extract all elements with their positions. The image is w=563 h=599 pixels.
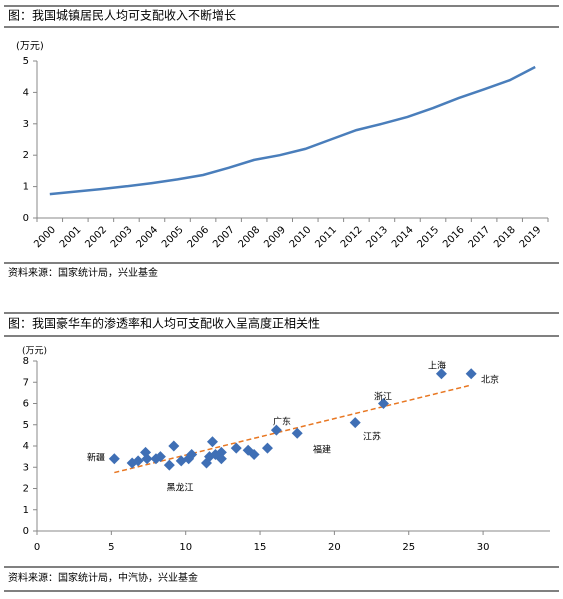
point [230,442,242,454]
point [186,449,198,460]
point [215,446,227,458]
point [163,459,175,471]
y-tick-label: 2 [23,484,29,495]
y-tick-label: 4 [23,441,29,452]
x-tick-label: 0 [34,542,40,553]
point [132,455,144,467]
point [261,442,273,454]
x-tick-label: 30 [477,542,490,553]
point [270,424,282,436]
chart-title: 图：我国豪华车的渗透率和人均可支配收入呈高度正相关性 [8,316,320,331]
x-tick-label: 2003 [109,224,135,250]
y-tick-label: 6 [23,399,29,410]
x-tick-label: 2014 [390,224,416,250]
point [215,453,227,465]
x-tick-label: 2018 [492,224,518,250]
x-tick-label: 2012 [339,224,365,250]
y-tick-label: 0 [23,526,29,537]
source: 资料来源：国家统计局，兴业基金 [8,266,158,279]
x-tick-label: 2009 [262,224,288,250]
x-tick-label: 2004 [134,224,160,250]
point [349,417,361,429]
annotation: 浙江 [374,391,392,403]
x-tick-label: 25 [402,542,415,553]
y-axis-label: (万元) [16,41,44,52]
line-series [49,65,536,196]
x-tick-label: 2007 [211,224,237,250]
point [435,368,447,380]
y-tick-label: 3 [23,119,29,130]
y-tick-label: 7 [23,377,29,388]
x-tick-label: 2005 [160,224,186,250]
y-tick-label: 5 [23,420,29,431]
annotation: 黑龙江 [166,482,193,494]
y-tick-label: 8 [23,356,29,367]
point [168,440,180,452]
x-tick-label: 2017 [467,224,493,250]
point [291,427,303,439]
y-axis-label: (万元) [22,347,47,357]
chart-title: 图：我国城镇居民人均可支配收入不断增长 [8,8,236,23]
y-tick-label: 1 [23,505,29,516]
x-tick-label: 20 [328,542,341,553]
x-tick-label: 2013 [364,224,390,250]
annotation: 上海 [428,360,446,372]
annotation: 江苏 [363,431,381,443]
y-tick-label: 3 [23,462,29,473]
point [206,436,218,448]
annotation: 广东 [273,416,291,428]
x-tick-label: 2016 [441,224,467,250]
x-tick-label: 15 [254,542,267,553]
y-tick-label: 0 [23,213,29,224]
x-tick-label: 2006 [186,224,212,250]
x-tick-label: 2010 [288,224,314,250]
annotation: 福建 [313,444,331,456]
x-tick-label: 2019 [518,224,544,250]
x-tick-label: 2008 [237,224,263,250]
y-tick-label: 1 [23,182,29,193]
x-tick-label: 2015 [415,224,441,250]
point [108,453,120,465]
annotation: 新疆 [87,452,105,464]
y-tick-label: 5 [23,56,29,67]
point [141,453,153,465]
point [154,451,166,463]
point [377,398,389,409]
x-tick-label: 10 [179,542,192,553]
x-tick-label: 2000 [32,224,58,250]
trendline [114,384,470,474]
point [465,368,477,380]
y-tick-label: 2 [23,150,29,161]
x-tick-label: 2001 [58,224,84,250]
y-tick-label: 4 [23,87,29,98]
x-tick-label: 2002 [83,224,109,250]
point [248,449,260,460]
source: 资料来源：国家统计局，中汽协，兴业基金 [8,571,198,584]
x-tick-label: 5 [108,542,114,553]
x-tick-label: 2011 [313,224,339,250]
annotation: 北京 [481,374,499,386]
